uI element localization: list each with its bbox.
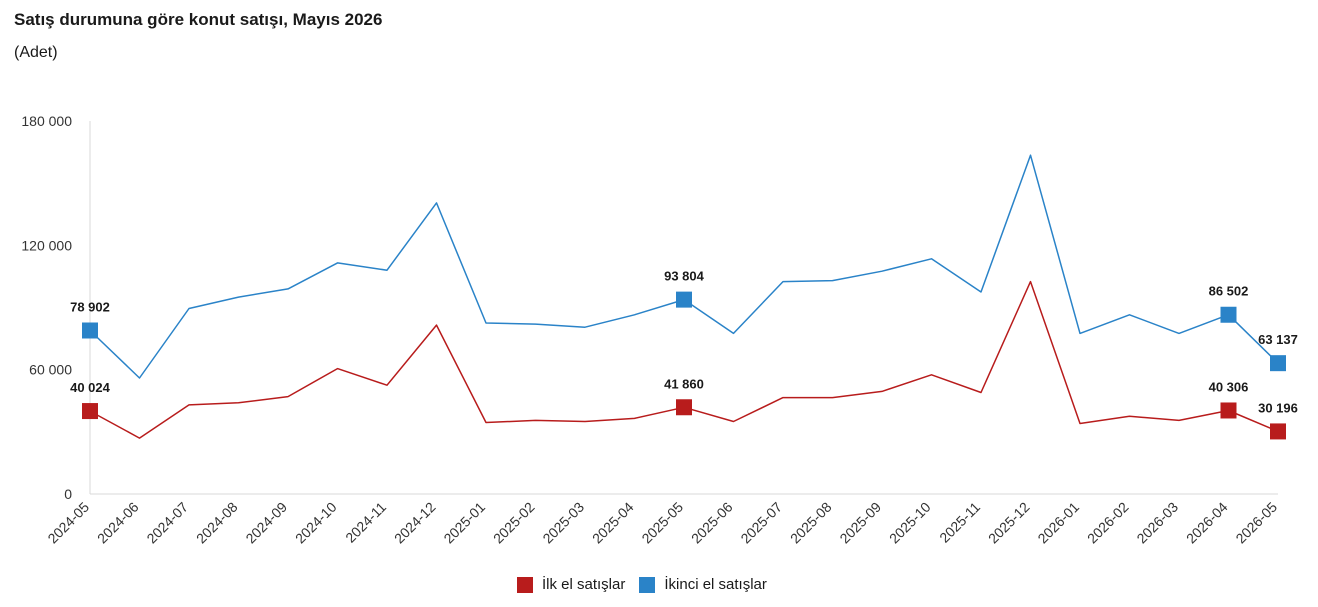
x-tick-label: 2024-10 — [292, 499, 340, 547]
x-tick-label: 2025-08 — [787, 499, 835, 547]
x-tick-label: 2025-04 — [589, 499, 637, 547]
y-tick-label: 0 — [64, 486, 72, 502]
x-tick-label: 2025-11 — [936, 499, 983, 546]
legend: İlk el satışlar İkinci el satışlar — [517, 576, 781, 593]
x-tick-label: 2024-09 — [242, 499, 290, 547]
y-tick-label: 60 000 — [29, 362, 72, 378]
x-tick-label: 2025-01 — [440, 499, 488, 547]
x-tick-label: 2025-10 — [886, 499, 934, 547]
data-point-marker — [676, 291, 692, 308]
data-label: 40 306 — [1209, 379, 1249, 394]
data-point-marker — [82, 322, 98, 339]
y-tick-label: 120 000 — [21, 237, 72, 253]
data-label: 63 137 — [1258, 332, 1298, 347]
x-tick-label: 2025-12 — [985, 499, 1033, 547]
x-tick-label: 2024-08 — [193, 499, 241, 547]
data-point-marker — [1220, 402, 1237, 419]
x-tick-label: 2025-03 — [539, 499, 587, 547]
x-tick-label: 2025-02 — [490, 499, 538, 547]
data-point-marker — [82, 403, 98, 420]
legend-label-first-hand: İlk el satışlar — [542, 576, 626, 593]
x-tick-label: 2026-02 — [1084, 499, 1132, 547]
data-label: 86 502 — [1209, 284, 1249, 299]
x-tick-label: 2026-03 — [1133, 499, 1181, 547]
x-tick-label: 2025-07 — [737, 499, 785, 547]
data-label: 93 804 — [664, 269, 705, 284]
x-tick-label: 2024-06 — [94, 499, 142, 547]
data-point-marker — [1270, 355, 1286, 372]
legend-item-second-hand[interactable]: İkinci el satışlar — [639, 576, 767, 593]
chart-title: Satış durumuna göre konut satışı, Mayıs … — [14, 10, 383, 29]
chart-subtitle: (Adet) — [14, 44, 58, 61]
x-tick-label: 2025-09 — [836, 499, 884, 547]
data-point-marker — [1220, 306, 1237, 323]
data-label: 41 860 — [664, 376, 704, 391]
y-tick-label: 180 000 — [21, 113, 72, 129]
x-tick-label: 2024-07 — [143, 499, 191, 547]
legend-swatch-first-hand — [517, 576, 533, 593]
data-label: 40 024 — [70, 380, 111, 395]
data-point-marker — [676, 399, 692, 416]
x-tick-label: 2025-05 — [638, 499, 686, 547]
legend-item-first-hand[interactable]: İlk el satışlar — [517, 576, 625, 593]
x-tick-label: 2024-05 — [44, 499, 92, 547]
x-tick-label: 2024-12 — [391, 499, 439, 547]
data-point-marker — [1270, 423, 1286, 440]
x-tick-label: 2025-06 — [688, 499, 736, 547]
x-tick-label: 2024-11 — [342, 499, 389, 546]
x-tick-label: 2026-04 — [1183, 499, 1231, 547]
legend-label-second-hand: İkinci el satışlar — [664, 576, 767, 593]
data-label: 30 196 — [1258, 400, 1298, 415]
series-line-1 — [89, 154, 1279, 379]
legend-swatch-second-hand — [639, 576, 656, 593]
x-tick-label: 2026-05 — [1232, 499, 1280, 547]
data-label: 78 902 — [70, 299, 110, 314]
x-tick-label: 2026-01 — [1034, 499, 1082, 547]
